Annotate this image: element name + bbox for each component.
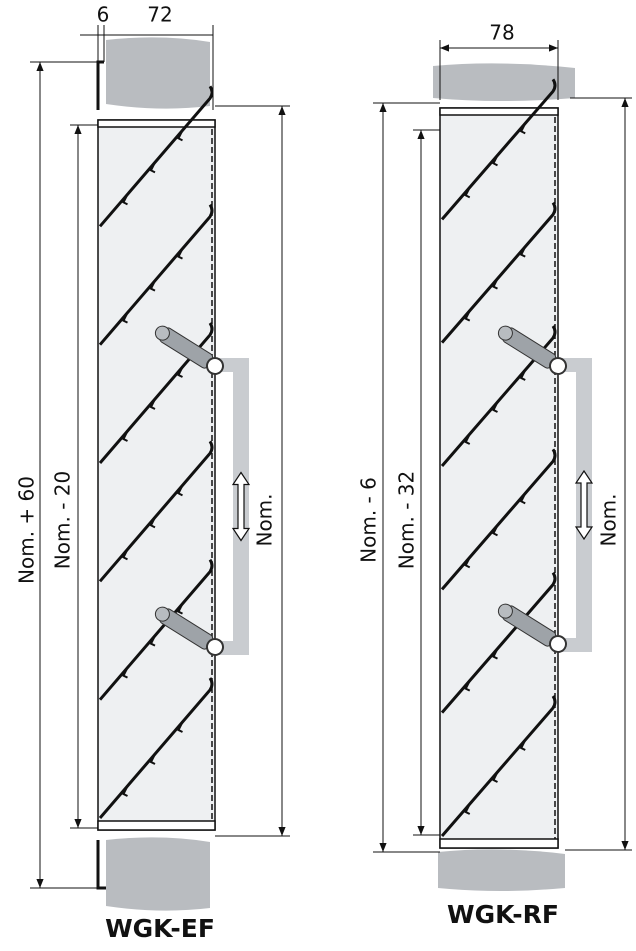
frame-profile [96,60,106,890]
blade-rib [464,803,471,815]
linkage [215,358,249,655]
blade-rib [519,739,527,751]
actuator-pin [154,325,224,375]
dim-text: 6 [97,3,110,27]
blade [440,78,557,221]
blade [98,322,214,464]
blade-rib [464,680,471,692]
pin-eye [549,357,567,375]
dim-text: Nom. - 20 [51,471,75,569]
blade-rib [149,161,156,174]
dim-text: 78 [489,21,514,45]
frame-top [439,107,559,116]
movement-arrow [231,471,251,542]
blade-rib [149,280,156,292]
blade-rib [149,516,156,529]
actuator-pin [497,603,567,653]
pin-head [154,325,170,341]
actuator-pin [497,325,567,375]
blade-rib [464,310,471,322]
blade-rib [464,186,471,199]
blade-rib [122,667,129,679]
dim-text: Nom. - 6 [357,477,381,563]
blade [98,440,214,583]
frame-top [97,119,216,128]
blade-rib [492,278,499,290]
blade-rib [519,122,527,135]
dim-text: Nom. [253,493,277,546]
duct-bottom [438,849,565,891]
wgk-rf-drawing: 78 Nom. - 6 Nom. - 32 Nom. WGK-RF [357,21,632,929]
blade-rib [122,430,129,442]
blade [440,325,557,467]
blade-rib [177,484,184,497]
blade-rib [177,721,184,733]
blade-rib [149,753,156,765]
blade-rib [177,129,184,142]
frame-bottom [97,820,216,831]
dim-text: Nom. - 32 [395,471,419,569]
blade-rib [492,154,499,167]
blade-rib [122,785,129,797]
movement-arrow [574,469,594,541]
wgk-ef-drawing: 6 72 Nom. + 60 Nom. - 20 Nom. WGK-EF [15,3,290,943]
pin-head [497,325,513,341]
pin-eye [549,635,567,653]
duct-bottom [106,837,210,911]
blade-rib [492,771,499,783]
blade [440,695,557,837]
pin-head [154,606,170,622]
blade-rib [149,398,156,410]
blade-rib [492,401,499,413]
linkage [558,358,592,652]
blade-rib [122,312,129,324]
blade-rib [492,524,499,537]
duct-top [106,37,210,109]
dim-text: Nom. [597,493,621,546]
blade [98,558,214,701]
frame-bottom [439,838,559,849]
blade-rib [464,556,471,569]
blade [98,203,214,346]
blade [98,85,214,228]
blade-rib [177,603,184,615]
blade-rib [122,548,129,561]
blade-rib [464,433,471,445]
blade-rib [122,193,129,206]
duct-top [433,63,575,101]
blade-rib [519,492,527,505]
blade-rib [519,369,527,381]
pin-eye [206,357,224,375]
blade-rib [149,635,156,647]
dim-text: 72 [147,3,172,27]
pin-head [497,603,513,619]
blade-rib [519,246,527,258]
blade-rib [177,248,184,260]
blade-rib [177,366,184,378]
product-label: WGK-EF [105,914,215,943]
dim-text: Nom. + 60 [15,476,39,584]
blade [440,571,557,714]
damper-body [97,119,216,831]
actuator-pin [154,606,224,656]
blade [440,448,557,591]
blade [440,201,557,344]
blade-rib [492,648,499,660]
blade [98,677,214,819]
product-label: WGK-RF [447,900,559,929]
pin-eye [206,638,224,656]
